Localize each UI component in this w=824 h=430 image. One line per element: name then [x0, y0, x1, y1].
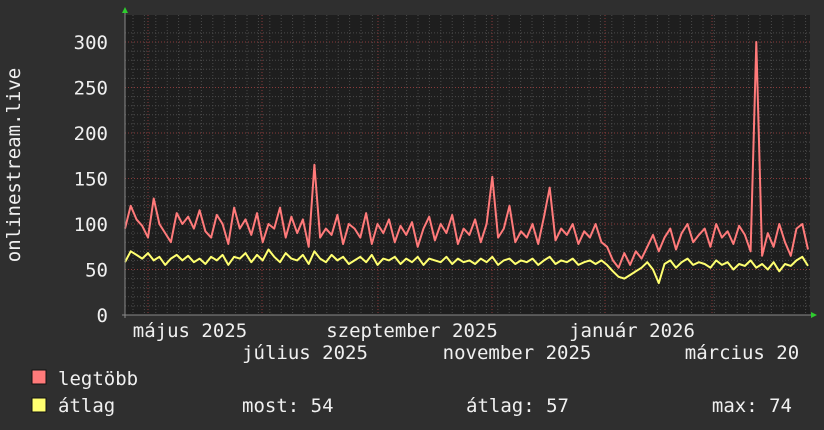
x-axis-arrow-icon — [811, 312, 817, 318]
legend: legtöbb átlag most: 54 átlag: 57 max: 74 — [31, 368, 792, 417]
legend-stat-most: most: 54 — [242, 395, 334, 417]
x-tick-label: május 2025 — [133, 320, 247, 342]
legend-stat-max: max: 74 — [712, 395, 792, 417]
series-lines — [124, 41, 809, 285]
legend-stat-avg: átlag: 57 — [466, 395, 569, 417]
y-tick-label: 250 — [74, 78, 108, 100]
y-tick-label: 300 — [74, 32, 108, 54]
legend-label-atlag: átlag — [58, 395, 115, 417]
y-axis-label: onlinestream.live — [3, 68, 25, 262]
x-tick-label: szeptember 2025 — [326, 320, 498, 342]
plot-area — [125, 15, 810, 315]
legend-label-legtobb: legtöbb — [58, 368, 138, 390]
legend-swatch-legtobb — [31, 369, 47, 385]
y-tick-label: 50 — [85, 260, 108, 282]
y-tick-label: 200 — [74, 123, 108, 145]
grid — [125, 15, 810, 315]
series-line-atlag — [124, 248, 809, 285]
y-tick-label: 0 — [97, 305, 108, 327]
x-tick-label: november 2025 — [443, 342, 592, 364]
x-tick-label: január 2026 — [569, 320, 695, 342]
x-tick-label: július 2025 — [242, 342, 368, 364]
y-tick-label: 100 — [74, 214, 108, 236]
y-axis-arrow-icon — [122, 7, 128, 13]
x-tick-label: március 20 — [685, 342, 799, 364]
y-tick-label: 150 — [74, 169, 108, 191]
legend-swatch-atlag — [31, 397, 47, 413]
y-axis-ticks: 0 50 100 150 200 250 300 — [74, 32, 108, 327]
series-line-legtobb — [124, 41, 809, 269]
